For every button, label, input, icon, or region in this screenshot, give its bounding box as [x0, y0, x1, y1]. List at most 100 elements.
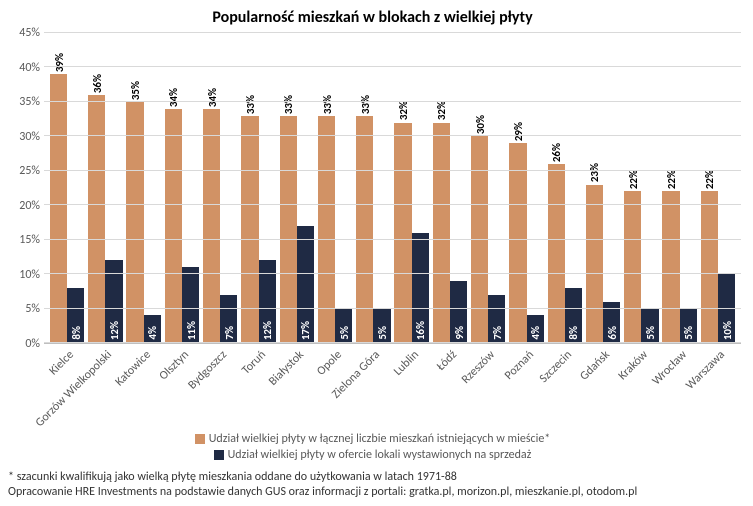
- grid-line: [44, 273, 741, 274]
- bars-layer: 39%8%36%12%35%4%34%11%34%7%33%12%33%17%3…: [44, 33, 741, 343]
- x-label-wrap: Białystok: [278, 344, 316, 430]
- plot-area: 39%8%36%12%35%4%34%11%34%7%33%12%33%17%3…: [44, 33, 741, 344]
- bar-value-label: 17%: [299, 321, 312, 340]
- bar-value-label: 12%: [108, 321, 121, 340]
- bar: 10%: [718, 274, 735, 343]
- bar: 33%: [318, 116, 335, 343]
- bar-group: 33% 17%: [278, 33, 316, 343]
- y-tick: 20%: [19, 199, 40, 213]
- x-label-wrap: Toruń: [239, 344, 277, 430]
- bar-value-label: 8%: [567, 326, 580, 340]
- x-label-wrap: Bydgoszcz: [201, 344, 239, 430]
- bar-value-label: 36%: [91, 74, 104, 93]
- x-label-wrap: Gdańsk: [584, 344, 622, 430]
- y-tick: 25%: [19, 164, 40, 178]
- footnote: * szacunki kwalifikują jako wielką płytę…: [4, 470, 741, 500]
- bar: 4%: [144, 315, 161, 343]
- bar: 7%: [220, 295, 237, 343]
- bar-group: 32%9%: [431, 33, 469, 343]
- y-tick: 45%: [19, 26, 40, 40]
- grid-line: [44, 342, 741, 343]
- x-category-label: Opole: [314, 348, 345, 379]
- bar-value-label: 5%: [338, 326, 351, 340]
- bar-group: 34%11%: [163, 33, 201, 343]
- bar: 32%: [433, 123, 450, 343]
- x-category-label: Kielce: [47, 348, 77, 378]
- legend: Udział wielkiej płyty w łącznej liczbie …: [4, 432, 741, 464]
- x-category-label: Toruń: [239, 348, 269, 378]
- bar: 32%: [394, 123, 411, 343]
- bar-value-label: 23%: [588, 163, 601, 182]
- y-tick: 5%: [25, 302, 40, 316]
- bar-group: 29%4%: [507, 33, 545, 343]
- bar-value-label: 4%: [146, 326, 159, 340]
- bar: 5%: [641, 309, 658, 343]
- bar-value-label: 39%: [53, 53, 66, 72]
- bar-value-label: 34%: [206, 88, 219, 107]
- bar: 8%: [67, 288, 84, 343]
- bar: 22%: [701, 191, 718, 343]
- x-label-wrap: Poznań: [507, 344, 545, 430]
- grid-line: [44, 204, 741, 205]
- bar-value-label: 32%: [397, 101, 410, 120]
- x-category-label: Poznań: [502, 348, 537, 383]
- bar-value-label: 8%: [70, 326, 83, 340]
- x-axis: KielceGorzów WielkopolskiKatowiceOlsztyn…: [44, 344, 741, 430]
- bar-value-label: 33%: [244, 95, 257, 114]
- bar-value-label: 22%: [627, 170, 640, 189]
- x-label-wrap: Warszawa: [699, 344, 737, 430]
- bar-value-label: 33%: [321, 95, 334, 114]
- bar-value-label: 22%: [703, 170, 716, 189]
- bar: 22%: [662, 191, 679, 343]
- x-label-wrap: Szczecin: [546, 344, 584, 430]
- grid-line: [44, 135, 741, 136]
- bar: 33%: [241, 116, 258, 343]
- bar-value-label: 5%: [682, 326, 695, 340]
- bar-value-label: 10%: [721, 321, 734, 340]
- bar-value-label: 7%: [223, 326, 236, 340]
- y-tick: 35%: [19, 95, 40, 109]
- bar-value-label: 5%: [376, 326, 389, 340]
- bar-value-label: 33%: [359, 95, 372, 114]
- footnote-line-2: Opracowanie HRE Investments na podstawie…: [8, 485, 737, 500]
- bar-group: 36% 12%: [86, 33, 124, 343]
- x-label-wrap: Katowice: [125, 344, 163, 430]
- x-label-wrap: Lublin: [393, 344, 431, 430]
- bar-group: 22%10%: [699, 33, 737, 343]
- bar-value-label: 26%: [550, 143, 563, 162]
- grid-line: [44, 32, 741, 33]
- grid-line: [44, 66, 741, 67]
- bar-value-label: 4%: [529, 326, 542, 340]
- x-category-label: Lublin: [391, 348, 422, 379]
- bar: 5%: [335, 309, 352, 343]
- bar-group: 30%7%: [469, 33, 507, 343]
- bar-value-label: 6%: [606, 326, 619, 340]
- grid-line: [44, 239, 741, 240]
- bar: 23%: [586, 185, 603, 343]
- bar-value-label: 33%: [282, 95, 295, 114]
- bar: 26%: [548, 164, 565, 343]
- bar: 30%: [471, 136, 488, 343]
- y-axis: 0%5%10%15%20%25%30%35%40%45%: [4, 33, 44, 344]
- bar-value-label: 5%: [644, 326, 657, 340]
- bar: 22%: [624, 191, 641, 343]
- bar-value-label: 29%: [512, 122, 525, 141]
- bar: 29%: [509, 143, 526, 343]
- bar-group: 22%5%: [622, 33, 660, 343]
- bar-group: 23%6%: [584, 33, 622, 343]
- bar: 7%: [488, 295, 505, 343]
- x-label-wrap: Zielona Góra: [354, 344, 392, 430]
- legend-swatch: [195, 434, 205, 444]
- bar-group: 22%5%: [661, 33, 699, 343]
- y-tick: 0%: [25, 337, 40, 351]
- grid-line: [44, 308, 741, 309]
- bar-group: 32%16%: [393, 33, 431, 343]
- x-category-label: Kraków: [616, 348, 651, 383]
- bar: 4%: [527, 315, 544, 343]
- bar-value-label: 11%: [185, 321, 198, 340]
- chart-title: Popularność mieszkań w blokach z wielkie…: [4, 8, 741, 27]
- bar-value-label: 35%: [129, 81, 142, 100]
- bar-value-label: 22%: [665, 170, 678, 189]
- bar-group: 33% 5%: [354, 33, 392, 343]
- bar-value-label: 7%: [491, 326, 504, 340]
